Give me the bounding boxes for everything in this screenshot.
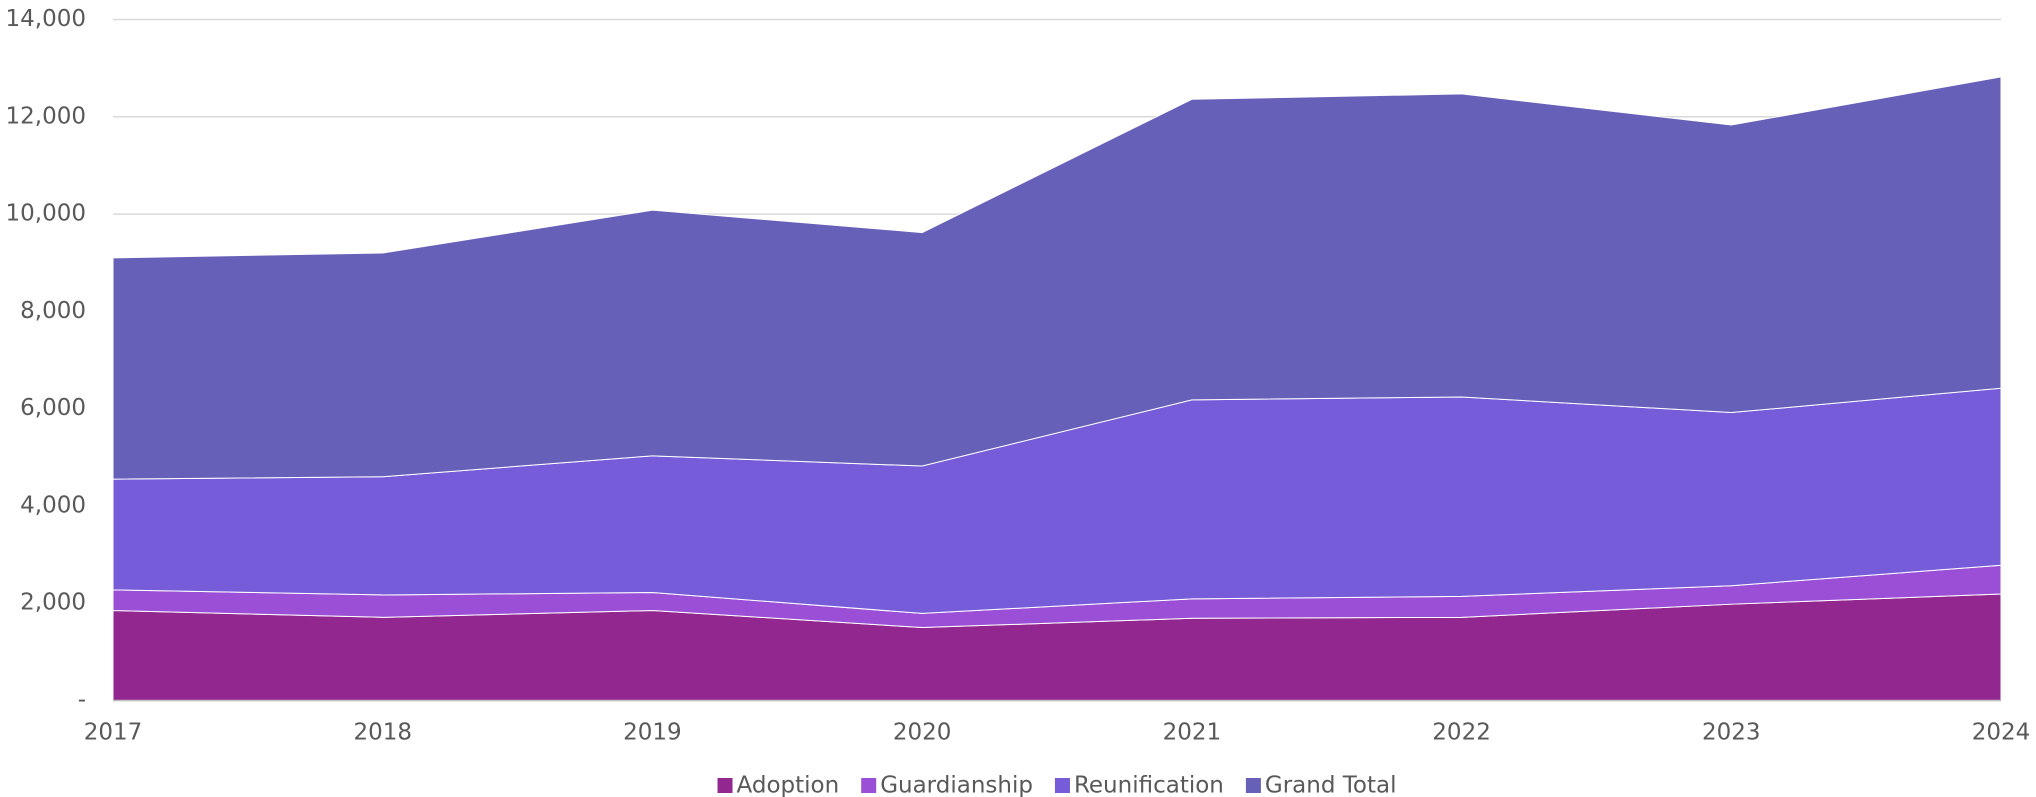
- legend-item: Grand Total: [1245, 773, 1397, 797]
- x-tick-label: 2018: [353, 720, 412, 746]
- legend-label: Guardianship: [880, 773, 1033, 797]
- x-tick-label: 2024: [1972, 720, 2031, 746]
- legend-swatch: [717, 778, 733, 793]
- x-tick-label: 2023: [1702, 720, 1761, 746]
- x-tick-label: 2017: [84, 720, 143, 746]
- x-tick-label: 2020: [893, 720, 952, 746]
- y-tick-label: 8,000: [20, 298, 86, 324]
- legend-item: Reunification: [1054, 773, 1224, 797]
- y-tick-label: 14,000: [6, 6, 86, 32]
- x-tick-label: 2021: [1163, 720, 1222, 746]
- legend-label: Adoption: [737, 773, 840, 797]
- axes: - 2,000 4,000 6,000 8,000 10,000 12,000 14,000 2…: [6, 6, 2031, 746]
- legend-swatch: [1245, 778, 1261, 793]
- legend: Adoption Guardianship Reunification Grand T…: [717, 773, 1397, 797]
- x-tick-label: 2022: [1432, 720, 1491, 746]
- area: [112, 76, 2002, 480]
- x-tick-label: 2019: [623, 720, 682, 746]
- y-tick-label: 2,000: [20, 590, 86, 616]
- y-tick-label: 6,000: [20, 395, 86, 421]
- y-tick-label: 4,000: [20, 492, 86, 518]
- legend-item: Guardianship: [861, 773, 1033, 797]
- legend-label: Grand Total: [1265, 773, 1397, 797]
- legend-swatch: [1054, 778, 1070, 793]
- y-tick-label: 10,000: [6, 201, 86, 227]
- legend-swatch: [861, 778, 877, 793]
- areas: [112, 76, 2002, 701]
- y-tick-label: 12,000: [6, 103, 86, 129]
- y-tick-label: -: [78, 687, 86, 713]
- legend-label: Reunification: [1074, 773, 1224, 797]
- legend-item: Adoption: [717, 773, 840, 797]
